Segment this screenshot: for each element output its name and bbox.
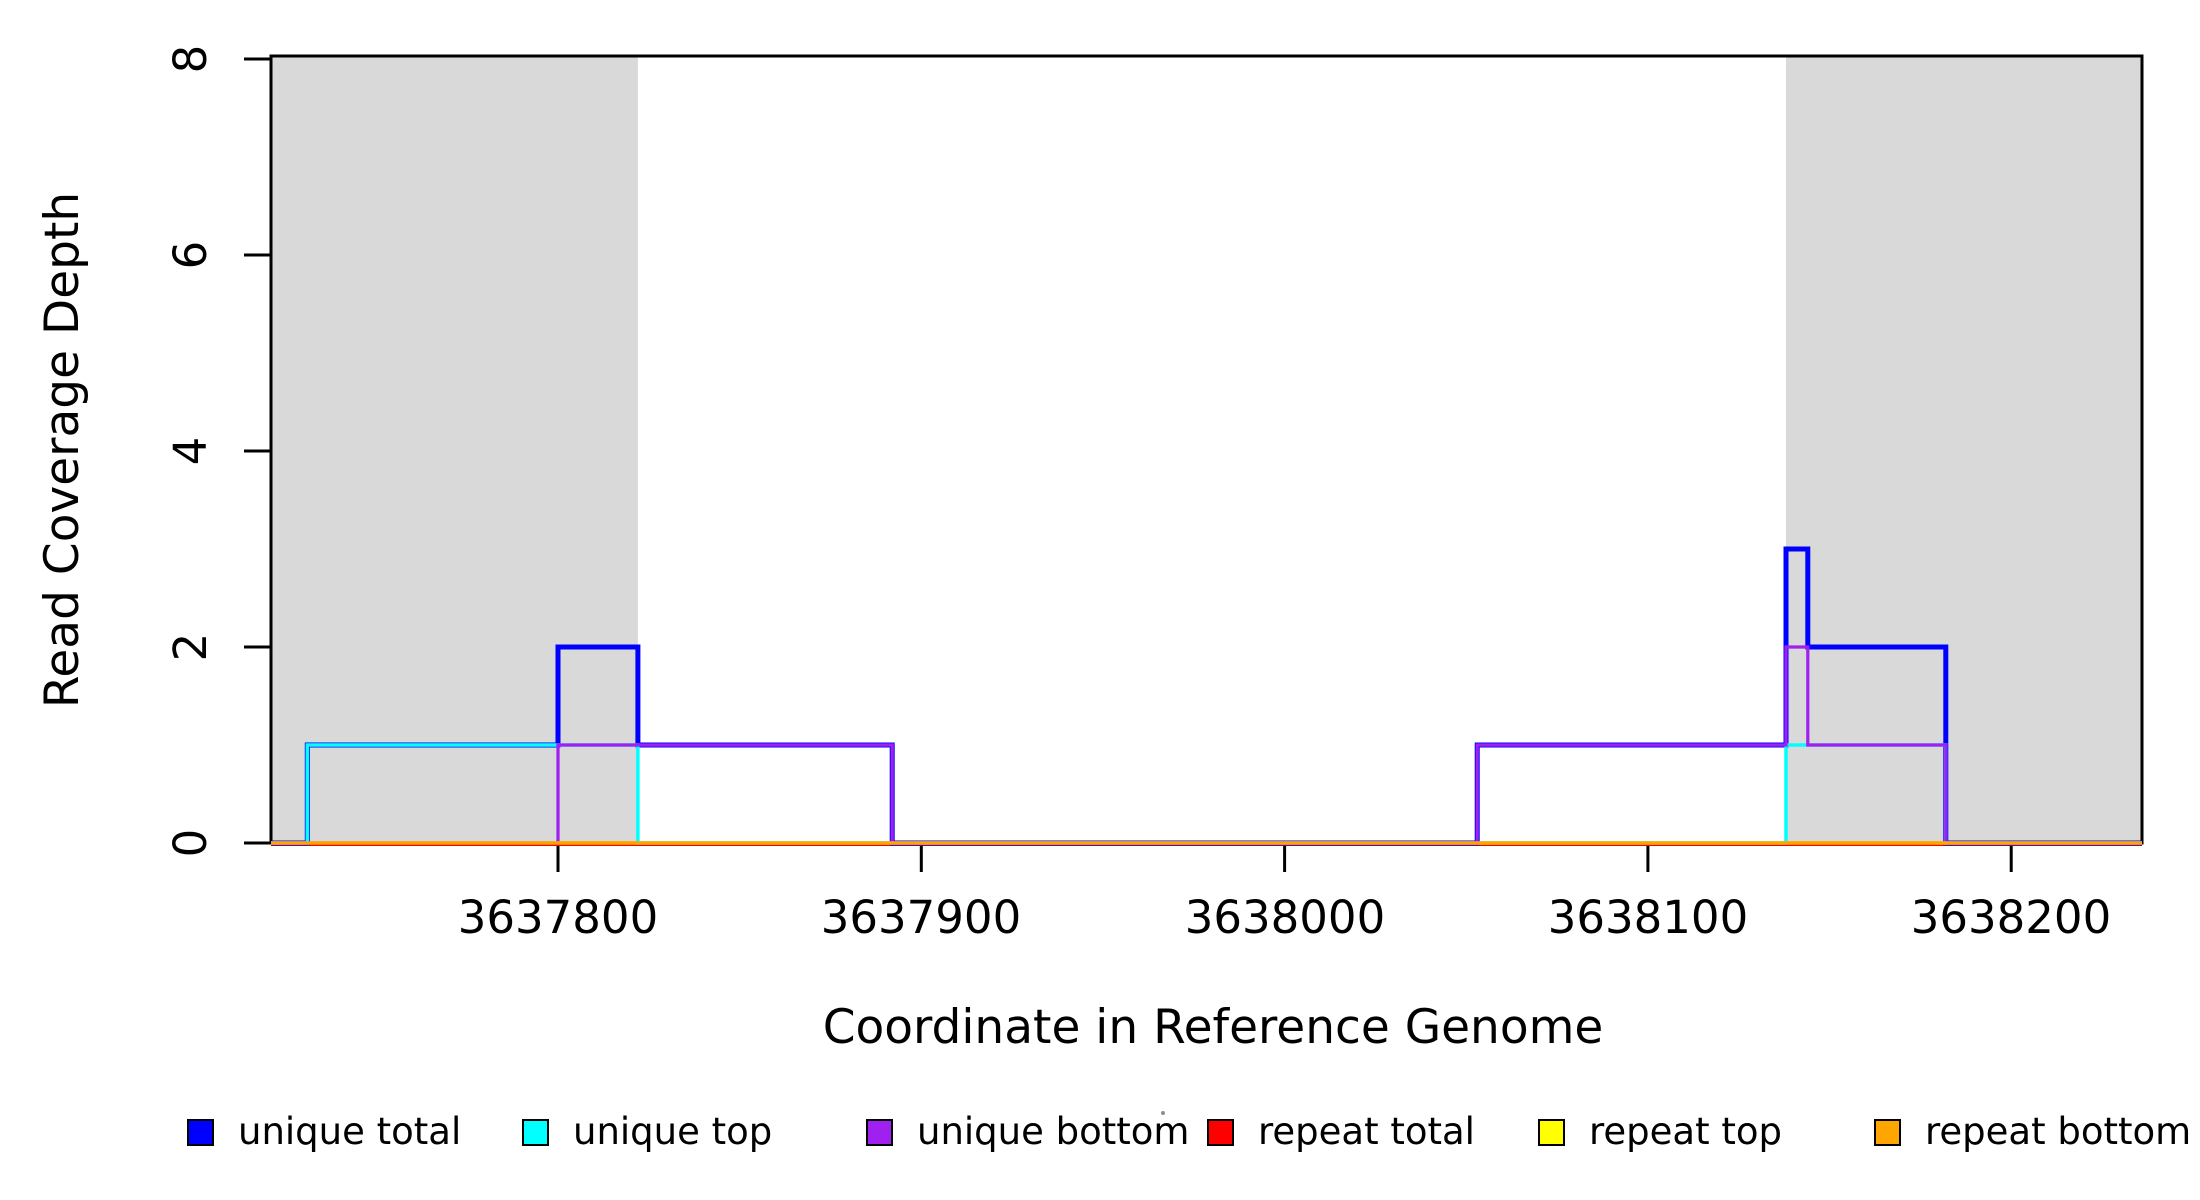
repeat-region-left-shading bbox=[271, 56, 638, 843]
x-tick-label-3638100: 3638100 bbox=[1547, 891, 1749, 944]
y-tick-label-4: 4 bbox=[163, 436, 217, 466]
legend-entry-unique-total: unique total bbox=[187, 1108, 461, 1156]
legend-label: repeat total bbox=[1258, 1110, 1475, 1153]
unique-total-swatch-icon bbox=[187, 1118, 214, 1146]
repeat-total-swatch-icon bbox=[1207, 1118, 1234, 1146]
y-axis-title: Read Coverage Depth bbox=[34, 191, 90, 709]
legend-label: repeat bottom bbox=[1925, 1110, 2192, 1153]
repeat-top-swatch-icon bbox=[1538, 1118, 1565, 1146]
stray-mark bbox=[1161, 1111, 1165, 1115]
legend-entry-repeat-total: repeat total bbox=[1207, 1108, 1475, 1156]
legend-entry-repeat-top: repeat top bbox=[1538, 1108, 1782, 1156]
y-tick-label-2: 2 bbox=[163, 632, 217, 662]
legend-label: unique top bbox=[573, 1110, 773, 1153]
y-tick-label-8: 8 bbox=[163, 44, 217, 74]
series-unique-bottom bbox=[271, 645, 2142, 845]
x-tick-label-3637900: 3637900 bbox=[820, 891, 1022, 944]
unique-bottom-swatch-icon bbox=[866, 1118, 893, 1146]
legend-label: repeat top bbox=[1589, 1110, 1782, 1153]
unique-top-swatch-icon bbox=[522, 1118, 549, 1146]
x-tick-label-3638200: 3638200 bbox=[1910, 891, 2112, 944]
y-tick-label-6: 6 bbox=[163, 240, 217, 270]
legend-entry-repeat-bottom: repeat bottom bbox=[1874, 1108, 2191, 1156]
x-axis-title: Coordinate in Reference Genome bbox=[822, 1000, 1604, 1055]
repeat-bottom-swatch-icon bbox=[1874, 1118, 1901, 1146]
repeat-region-right-shading bbox=[1785, 56, 2142, 843]
x-tick-label-3637800: 3637800 bbox=[457, 891, 659, 944]
legend-label: unique bottom bbox=[917, 1110, 1190, 1153]
y-tick-label-0: 0 bbox=[163, 828, 217, 858]
legend: unique total unique top unique bottom re… bbox=[0, 1108, 2200, 1156]
legend-entry-unique-bottom: unique bottom bbox=[866, 1108, 1189, 1156]
legend-label: unique total bbox=[238, 1110, 462, 1153]
x-tick-label-3638000: 3638000 bbox=[1184, 891, 1386, 944]
legend-entry-unique-top: unique top bbox=[522, 1108, 772, 1156]
